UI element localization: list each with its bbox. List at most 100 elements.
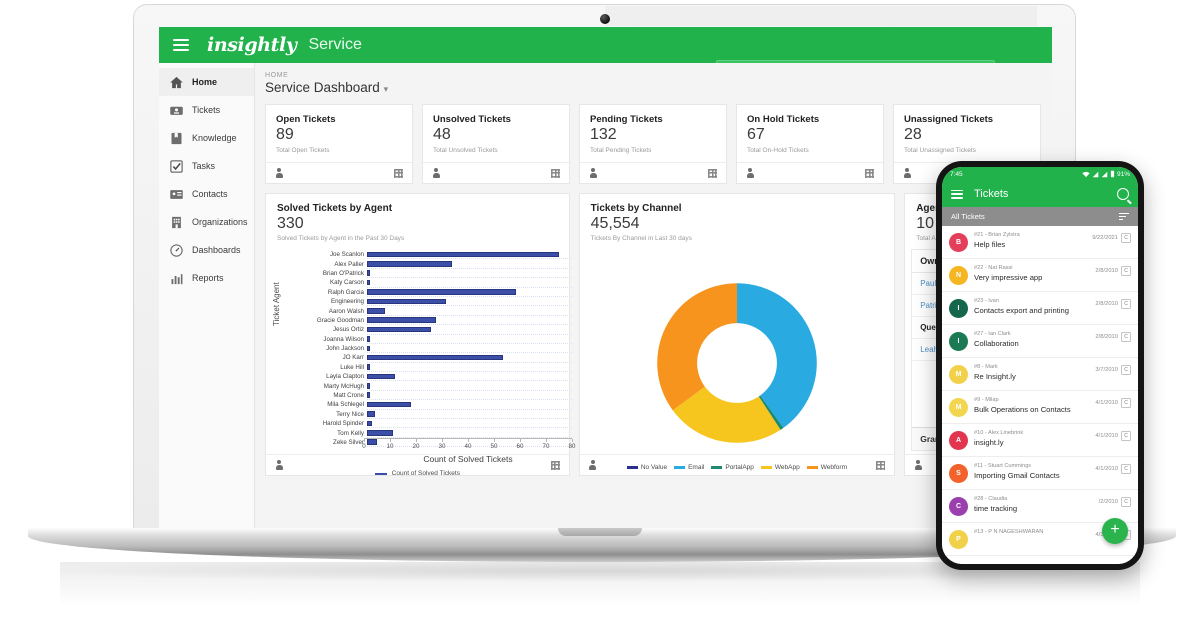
phone-ticket-list[interactable]: B #21 - Brian Zylstra Help files 9/22/2021 C… xyxy=(942,226,1138,564)
grid-icon[interactable] xyxy=(876,460,886,470)
bar-track xyxy=(367,325,572,335)
list-item[interactable]: N #22 - Nat Rassi Very impressive app 2/8/2… xyxy=(942,259,1138,292)
list-item[interactable]: M #8 - Mark Re Insight.ly 3/7/2010 C xyxy=(942,358,1138,391)
bar-fill[interactable] xyxy=(367,289,516,295)
chevron-down-icon[interactable]: ▾ xyxy=(383,84,389,94)
bar-fill[interactable] xyxy=(367,439,378,445)
bar-fill[interactable] xyxy=(367,307,385,314)
sidebar-item-organizations[interactable]: Organizations xyxy=(159,208,254,236)
status-badge[interactable]: C xyxy=(1121,497,1131,507)
bar-fill[interactable] xyxy=(367,260,452,267)
ticket-right: 9/22/2021 C xyxy=(1092,233,1131,243)
kpi-card-pending-tickets[interactable]: Pending Tickets 132 Total Pending Ticket… xyxy=(579,104,727,184)
bar-row: Engineering xyxy=(288,297,572,307)
grid-icon[interactable] xyxy=(550,460,560,470)
status-badge[interactable]: C xyxy=(1121,299,1131,309)
page-title[interactable]: Service Dashboard ▾ xyxy=(265,80,1052,95)
grid-icon[interactable] xyxy=(865,168,874,178)
status-badge[interactable]: C xyxy=(1121,266,1131,276)
phone-filter-bar[interactable]: All Tickets xyxy=(942,207,1138,226)
card-footer xyxy=(579,454,895,475)
status-badge[interactable]: C xyxy=(1121,233,1131,243)
sidebar-item-tickets[interactable]: Tickets xyxy=(159,96,254,124)
list-item[interactable]: I #23 - Ivan Contacts export and printing 2… xyxy=(942,292,1138,325)
bar-fill[interactable] xyxy=(367,298,447,305)
donut-slice-email[interactable] xyxy=(736,283,817,428)
status-badge[interactable]: C xyxy=(1121,398,1131,408)
kpi-card-on-hold-tickets[interactable]: On Hold Tickets 67 Total On-Hold Tickets xyxy=(736,104,884,184)
bar-fill[interactable] xyxy=(367,430,393,436)
sort-icon[interactable] xyxy=(1119,213,1129,220)
grid-icon[interactable] xyxy=(708,168,717,178)
sidebar-item-label: Reports xyxy=(192,273,224,283)
bar-fill[interactable] xyxy=(367,411,375,417)
legend-item[interactable]: Email xyxy=(674,464,704,471)
legend-item[interactable]: No Value xyxy=(626,464,667,471)
breadcrumb[interactable]: HOME xyxy=(265,72,289,79)
person-icon[interactable] xyxy=(275,168,283,178)
sidebar-item-reports[interactable]: Reports xyxy=(159,264,254,292)
hamburger-icon[interactable] xyxy=(951,189,963,199)
avatar: M xyxy=(949,398,968,417)
bar-category-label: Matt Crone xyxy=(333,392,364,400)
bar-track xyxy=(367,428,572,438)
list-item[interactable]: S #11 - Stuart Cummings Importing Gmail Co… xyxy=(942,457,1138,490)
ticket-subject: insight.ly xyxy=(974,437,1004,447)
axis-tick-label: 80 xyxy=(568,443,576,450)
person-icon[interactable] xyxy=(903,168,911,178)
bar-fill[interactable] xyxy=(367,354,503,361)
bar-category-label: Katy Carson xyxy=(329,279,364,287)
donut-slice-portalapp[interactable] xyxy=(758,395,784,430)
person-icon[interactable] xyxy=(914,460,922,470)
bar-fill[interactable] xyxy=(367,420,373,427)
status-badge[interactable]: C xyxy=(1121,464,1131,474)
donut-slice-webapp[interactable] xyxy=(672,386,781,443)
bar-category-label: Ralph Garcia xyxy=(327,288,364,296)
person-icon[interactable] xyxy=(746,168,754,178)
axis-tick xyxy=(468,439,469,442)
bar-fill[interactable] xyxy=(367,345,370,352)
kpi-card-unsolved-tickets[interactable]: Unsolved Tickets 48 Total Unsolved Ticke… xyxy=(422,104,570,184)
person-icon[interactable] xyxy=(589,460,597,470)
person-icon[interactable] xyxy=(589,168,597,178)
search-icon[interactable] xyxy=(1117,188,1129,200)
bar-fill[interactable] xyxy=(367,279,370,286)
bar-fill[interactable] xyxy=(367,364,370,370)
bar-fill[interactable] xyxy=(367,401,411,408)
list-item[interactable]: A #10 - Alex Linebrink insight.ly 4/1/2010 C xyxy=(942,424,1138,457)
add-ticket-fab[interactable]: + xyxy=(1102,518,1128,544)
bar-fill[interactable] xyxy=(367,270,370,276)
status-badge[interactable]: C xyxy=(1121,431,1131,441)
bar-fill[interactable] xyxy=(367,251,560,258)
legend-item[interactable]: WebApp xyxy=(760,464,800,471)
status-badge[interactable]: C xyxy=(1121,332,1131,342)
kpi-card-open-tickets[interactable]: Open Tickets 89 Total Open Tickets xyxy=(265,104,413,184)
sidebar-item-dashboards[interactable]: Dashboards xyxy=(159,236,254,264)
sidebar-item-home[interactable]: Home xyxy=(159,68,254,96)
donut-slice-webform[interactable] xyxy=(657,283,737,411)
sidebar-item-knowledge[interactable]: Knowledge xyxy=(159,124,254,152)
sidebar-item-tasks[interactable]: Tasks xyxy=(159,152,254,180)
bar-fill[interactable] xyxy=(367,336,370,342)
bar-fill[interactable] xyxy=(367,326,432,333)
legend-item[interactable]: PortalApp xyxy=(711,464,754,471)
legend-item[interactable]: Webform xyxy=(806,464,847,471)
bar-fill[interactable] xyxy=(367,373,396,380)
list-item[interactable]: I #27 - Ian Clark Collaboration 2/8/2010 C xyxy=(942,325,1138,358)
list-item[interactable]: M #9 - Milap Bulk Operations on Contacts 4/… xyxy=(942,391,1138,424)
bar-fill[interactable] xyxy=(367,383,370,389)
sidebar-item-contacts[interactable]: Contacts xyxy=(159,180,254,208)
grid-icon[interactable] xyxy=(551,168,560,178)
person-icon[interactable] xyxy=(432,168,440,178)
list-item[interactable]: B #21 - Brian Zylstra Help files 9/22/2021 C xyxy=(942,226,1138,259)
list-item[interactable]: C #28 - Claudia time tracking/2/2010 C xyxy=(942,490,1138,523)
hamburger-icon[interactable] xyxy=(173,39,189,51)
bar-fill[interactable] xyxy=(367,392,370,399)
home-icon xyxy=(169,75,184,90)
avatar: B xyxy=(949,233,968,252)
status-badge[interactable]: C xyxy=(1121,365,1131,375)
person-icon[interactable] xyxy=(275,460,283,470)
bar-fill[interactable] xyxy=(367,317,437,323)
bar-row: Matt Crone xyxy=(288,391,572,401)
grid-icon[interactable] xyxy=(394,168,403,178)
